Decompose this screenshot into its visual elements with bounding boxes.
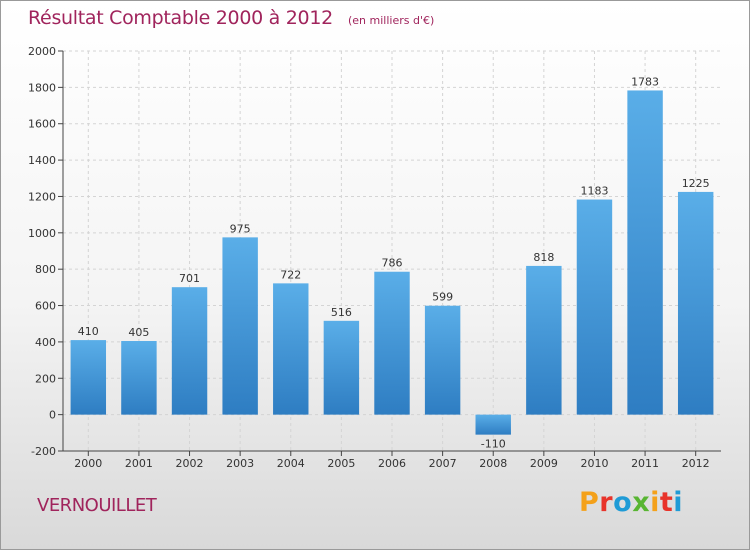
logo-letter: r [599,487,614,518]
chart-unit: (en milliers d'€) [347,14,435,27]
bar-2009 [526,265,562,415]
bar-2012 [677,191,714,415]
xtick-label: 2005 [327,457,355,470]
xtick-label: 2012 [682,457,710,470]
proxiti-logo[interactable]: Proxiti [579,487,683,518]
xtick-label: 2010 [580,457,608,470]
bar-2001 [121,341,157,415]
ytick-label: 1600 [28,118,56,131]
data-label: 1225 [682,177,710,190]
bar-2010 [576,199,613,415]
bar-2011 [627,90,663,415]
logo-letter: i [650,487,660,518]
xtick-label: 2009 [530,457,558,470]
ytick-label: 1000 [28,227,56,240]
data-label: 786 [382,257,403,270]
chart-title-row: Résultat Comptable 2000 à 2012 (en milli… [28,7,434,29]
ytick-label: 400 [35,336,56,349]
xtick-label: 2003 [226,457,254,470]
xtick-label: 2004 [277,457,305,470]
xtick-label: 2001 [125,457,153,470]
bar-2000 [70,340,107,415]
data-label: 975 [230,222,251,235]
logo-letter: i [673,487,684,518]
ytick-label: 800 [35,263,56,276]
data-label: 410 [78,325,99,338]
data-label: 818 [533,251,554,264]
logo-letter: o [613,487,633,518]
data-label: 516 [331,306,352,319]
ytick-label: 1800 [28,81,56,94]
xtick-label: 2008 [479,457,507,470]
ytick-label: 1200 [28,190,56,203]
xtick-label: 2006 [378,457,406,470]
bar-2007 [424,305,461,415]
logo-letter: x [632,487,651,518]
bar-2008 [475,414,511,435]
axes: -200 0 200 400 600 800 1000 1200 1400 1600 1800 200… [28,45,721,470]
ytick-label: 1400 [28,154,56,167]
city-name: VERNOUILLET [37,495,157,516]
data-label: 1183 [580,185,608,198]
bar-2002 [171,287,208,415]
bar-2003 [222,237,258,415]
xtick-label: 2007 [429,457,457,470]
bar-2004 [273,283,309,415]
bar-2006 [374,271,410,415]
logo-letter: P [579,487,600,518]
xtick-label: 2000 [74,457,102,470]
bars [70,90,714,435]
data-label: 1783 [631,75,659,88]
ytick-label: 0 [49,409,56,422]
chart-title: Résultat Comptable 2000 à 2012 [28,7,333,29]
logo-letter: t [659,487,674,518]
ytick-label: 2000 [28,45,56,58]
ytick-label: -200 [31,445,56,458]
data-label: 722 [280,268,301,281]
data-labels: 410 405 701 975 722 516 786 599 -110 818 1183 1783 1… [78,75,710,450]
ytick-label: 200 [35,372,56,385]
xtick-label: 2011 [631,457,659,470]
ytick-label: 600 [35,300,56,313]
data-label: 599 [432,291,453,304]
data-label: -110 [481,438,506,451]
bar-2005 [323,320,360,415]
data-label: 701 [179,272,200,285]
data-label: 405 [128,326,149,339]
xtick-label: 2002 [176,457,204,470]
